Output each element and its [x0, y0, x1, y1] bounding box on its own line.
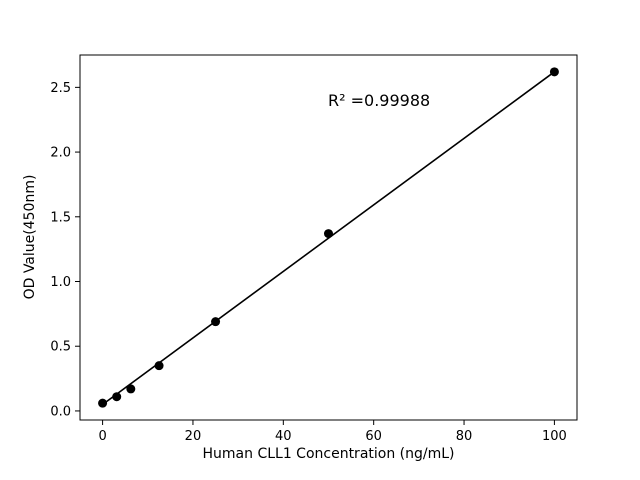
x-tick-label: 40 [275, 429, 292, 444]
data-point [112, 392, 122, 402]
y-tick-label: 2.5 [50, 81, 71, 96]
data-point [211, 317, 221, 327]
x-axis-label: Human CLL1 Concentration (ng/mL) [202, 446, 455, 462]
y-tick-label: 1.5 [50, 210, 71, 225]
y-tick-label: 2.0 [50, 146, 71, 161]
x-tick-label: 100 [542, 429, 567, 444]
y-tick-label: 0.5 [50, 340, 71, 355]
data-point [324, 229, 333, 239]
fit-line [102, 71, 555, 406]
x-tick-label: 20 [185, 429, 202, 444]
x-tick-label: 60 [365, 429, 382, 444]
plot-frame [79, 54, 578, 421]
x-tick-label: 80 [456, 429, 473, 444]
data-point [154, 361, 164, 371]
x-tick-label: 0 [98, 429, 106, 444]
data-point [126, 384, 136, 394]
r-squared-annotation: R² =0.99988 [328, 91, 431, 110]
y-axis-label: OD Value(450nm) [22, 174, 38, 300]
y-tick-label: 1.0 [50, 275, 71, 290]
data-point [549, 67, 559, 77]
y-tick-label: 0.0 [50, 404, 71, 419]
data-point [98, 398, 108, 408]
